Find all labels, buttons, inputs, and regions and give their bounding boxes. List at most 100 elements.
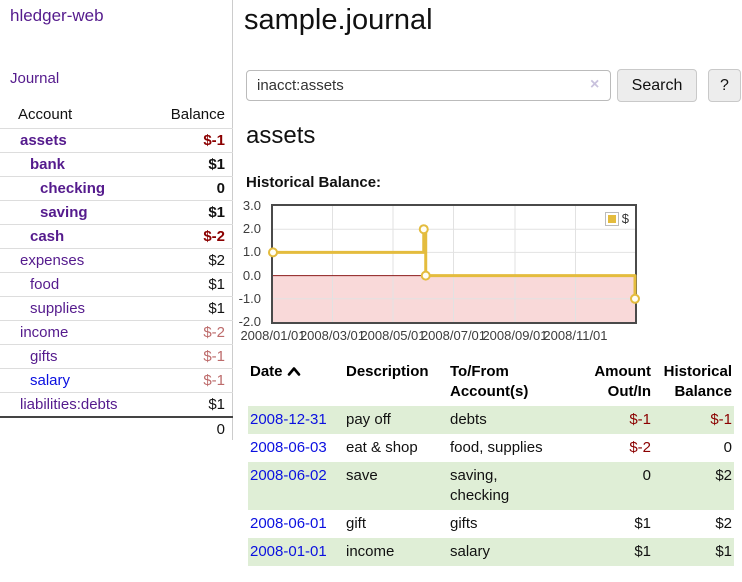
register-row: 2008-06-02 save saving, checking 0 $2 — [248, 462, 734, 510]
transaction-date-link[interactable]: 2008-06-02 — [250, 467, 327, 484]
register-header-account: To/From Account(s) — [450, 363, 529, 400]
x-tick-label: 2008/09/01 — [482, 328, 548, 343]
account-link[interactable]: income — [20, 324, 69, 341]
x-tick-label: 2008/01/01 — [240, 328, 306, 343]
transaction-date-link[interactable]: 2008-06-03 — [250, 439, 327, 456]
account-link[interactable]: checking — [40, 180, 106, 197]
chart-plot-area[interactable]: $ — [268, 204, 640, 324]
sort-ascending-icon — [287, 363, 301, 383]
transaction-balance: $2 — [715, 515, 732, 532]
account-row: cash $-2 — [0, 224, 233, 249]
register-header-amount: Amount Out/In — [594, 363, 651, 400]
clear-search-icon[interactable]: × — [590, 76, 600, 93]
account-row: income $-2 — [0, 320, 233, 345]
chart-legend: $ — [604, 211, 629, 226]
account-row: saving $1 — [0, 200, 233, 225]
account-link[interactable]: expenses — [20, 252, 85, 269]
register-table-body: 2008-12-31 pay off debts $-1 $-1 2008-06-03 ea… — [248, 406, 734, 566]
account-row: liabilities:debts $1 — [0, 392, 233, 417]
chart-x-axis: 2008/01/01 2008/03/01 2008/05/01 2008/07/01… — [240, 328, 635, 344]
transaction-description: pay off — [346, 411, 391, 428]
account-link[interactable]: cash — [30, 228, 65, 245]
account-link[interactable]: salary — [30, 372, 71, 389]
account-link[interactable]: food — [30, 276, 60, 293]
sidebar: hledger-web Journal Account Balance asse… — [0, 0, 233, 441]
account-row: food $1 — [0, 272, 233, 297]
account-row: salary $-1 — [0, 368, 233, 393]
account-balance: 0 — [216, 180, 225, 197]
transaction-accounts: saving, checking — [450, 467, 510, 504]
transaction-balance: $2 — [715, 467, 732, 484]
sidebar-item-journal[interactable]: Journal — [10, 70, 60, 87]
transaction-amount: $1 — [634, 543, 651, 560]
account-row: checking 0 — [0, 176, 233, 201]
account-row: gifts $-1 — [0, 344, 233, 369]
transaction-accounts: food, supplies — [450, 439, 543, 456]
register-header-row: Date Description To/From Account(s) Amou… — [248, 360, 734, 406]
account-link[interactable]: liabilities:debts — [20, 396, 118, 413]
accounts-table: Account Balance assets $-1 bank $1 checking 0… — [0, 102, 233, 441]
account-row: supplies $1 — [0, 296, 233, 321]
x-tick-label: 2008/05/01 — [360, 328, 426, 343]
register-row: 2008-12-31 pay off debts $-1 $-1 — [248, 406, 734, 434]
account-heading: assets — [246, 122, 316, 149]
register-row: 2008-06-03 eat & shop food, supplies $-2 0 — [248, 434, 734, 462]
y-tick-label: -2.0 — [238, 314, 261, 329]
accounts-table-body: assets $-1 bank $1 checking 0 saving $1 cash $-2 e… — [0, 128, 233, 417]
transaction-amount: 0 — [642, 467, 651, 484]
transaction-balance: $1 — [715, 543, 732, 560]
account-link[interactable]: bank — [30, 156, 66, 173]
help-button[interactable]: ? — [708, 69, 741, 102]
account-row: assets $-1 — [0, 128, 233, 153]
transaction-balance: $-1 — [710, 411, 732, 428]
y-tick-label: 0.0 — [242, 267, 261, 283]
search-button[interactable]: Search — [617, 69, 697, 102]
transaction-description: income — [346, 543, 395, 560]
chart-y-axis: 3.0 2.0 1.0 0.0 -1.0 -2.0 — [229, 198, 265, 329]
account-link[interactable]: gifts — [30, 348, 58, 365]
transaction-amount: $-1 — [629, 411, 651, 428]
accounts-total-row: 0 — [0, 416, 233, 441]
account-balance: $-1 — [203, 132, 225, 149]
chart-canvas — [268, 206, 640, 322]
y-tick-label: 1.0 — [242, 244, 261, 260]
transaction-date-link[interactable]: 2008-01-01 — [250, 543, 327, 560]
y-tick-label: 3.0 — [242, 198, 261, 213]
account-balance: $1 — [208, 156, 225, 173]
x-tick-label: 2008/03/01 — [299, 328, 366, 343]
account-balance: $1 — [208, 300, 225, 317]
app-title-link[interactable]: hledger-web — [10, 6, 104, 25]
accounts-header-balance: Balance — [170, 106, 225, 123]
transaction-date-link[interactable]: 2008-06-01 — [250, 515, 327, 532]
account-link[interactable]: assets — [20, 132, 67, 149]
transaction-amount: $1 — [634, 515, 651, 532]
register-table: Date Description To/From Account(s) Amou… — [248, 360, 734, 566]
register-header-date[interactable]: Date — [250, 363, 301, 380]
transaction-amount: $-2 — [629, 439, 651, 456]
register-header-balance: Historical Balance — [663, 363, 732, 400]
account-link[interactable]: saving — [40, 204, 88, 221]
transaction-date-link[interactable]: 2008-12-31 — [250, 411, 327, 428]
transaction-accounts: salary — [450, 543, 491, 560]
y-tick-label: 2.0 — [242, 221, 261, 237]
account-balance: $1 — [208, 396, 225, 413]
accounts-total-value: 0 — [152, 416, 233, 441]
legend-label: $ — [621, 211, 629, 226]
search-form: × Search ? — [246, 69, 742, 102]
account-balance: $1 — [208, 276, 225, 293]
transaction-accounts: debts — [450, 411, 487, 428]
historical-balance-chart: 3.0 2.0 1.0 0.0 -1.0 -2.0 $ 2008/01/01 2008/03… — [239, 198, 640, 343]
transaction-balance: 0 — [723, 439, 732, 456]
account-balance: $2 — [208, 252, 225, 269]
chart-title: Historical Balance: — [246, 174, 382, 191]
y-tick-label: -1.0 — [238, 290, 261, 306]
transaction-description: gift — [346, 515, 367, 532]
register-row: 2008-01-01 income salary $1 $1 — [248, 538, 734, 566]
search-input[interactable] — [246, 70, 611, 101]
account-balance: $-2 — [203, 324, 225, 341]
account-balance: $-1 — [203, 348, 225, 365]
transaction-description: save — [346, 467, 378, 484]
account-link[interactable]: supplies — [30, 300, 86, 317]
account-balance: $-2 — [203, 228, 225, 245]
x-tick-label: 2008/07/01 — [420, 328, 487, 343]
